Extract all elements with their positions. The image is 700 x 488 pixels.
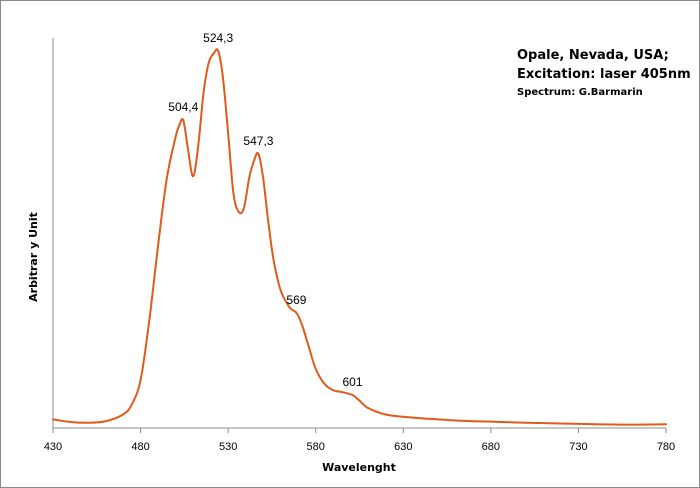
- x-axis-title: Wavelenght: [322, 461, 396, 474]
- x-tick-labels: 430 480 530 580 630 680 730 780: [44, 441, 675, 453]
- x-tick-label: 430: [44, 441, 62, 453]
- x-tick-label: 680: [482, 441, 500, 453]
- y-axis-title: Arbitrar y Unit: [27, 212, 40, 302]
- peak-label: 569: [286, 293, 306, 307]
- x-tick-label: 730: [569, 441, 587, 453]
- x-tick-label: 530: [219, 441, 237, 453]
- peak-label: 547,3: [243, 134, 273, 148]
- credit-note: Spectrum: G.Barmarin: [517, 87, 643, 98]
- x-tick-label: 480: [131, 441, 149, 453]
- peak-labels: 504,4 524,3 547,3 569 601: [168, 31, 363, 389]
- excitation-note: Excitation: laser 405nm: [517, 67, 691, 82]
- peak-label: 601: [342, 375, 362, 389]
- x-tick-label: 630: [394, 441, 412, 453]
- peak-label: 524,3: [203, 31, 233, 45]
- spectrum-line: [52, 48, 667, 426]
- x-tick-label: 580: [307, 441, 325, 453]
- peak-label: 504,4: [168, 100, 198, 114]
- specimen-note: Opale, Nevada, USA;: [517, 48, 669, 63]
- x-tick-marks: [52, 428, 667, 433]
- x-tick-label: 780: [657, 441, 675, 453]
